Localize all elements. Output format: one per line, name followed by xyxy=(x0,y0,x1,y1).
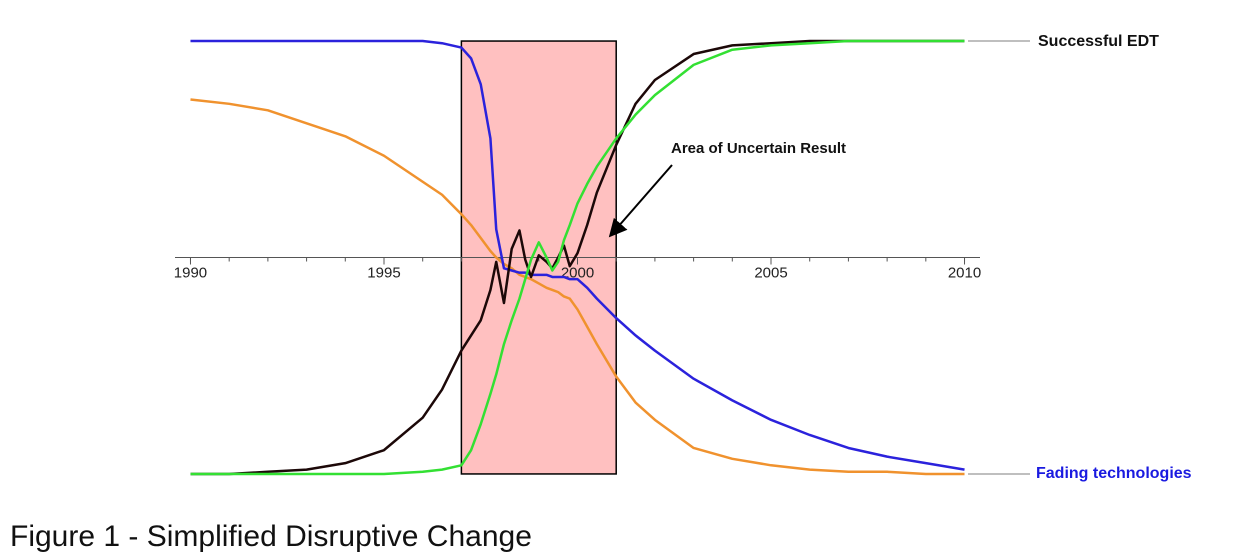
x-tick-label: 2010 xyxy=(948,264,981,281)
x-tick-label: 1990 xyxy=(174,264,207,281)
annotation: Area of Uncertain Result xyxy=(671,140,846,157)
x-tick-label: 2005 xyxy=(754,264,787,281)
caption: Figure 1 - Simplified Disruptive Change xyxy=(10,520,532,553)
series-line xyxy=(190,98,965,476)
series-line xyxy=(190,39,965,471)
series-line xyxy=(190,39,965,476)
annotation: Fading technologies xyxy=(1036,465,1192,482)
x-tick-label: 1995 xyxy=(367,264,400,281)
x-tick-label: 2000 xyxy=(561,264,594,281)
annotation-arrow xyxy=(608,164,673,238)
annotation: Successful EDT xyxy=(1038,33,1159,50)
series-line xyxy=(190,39,965,476)
